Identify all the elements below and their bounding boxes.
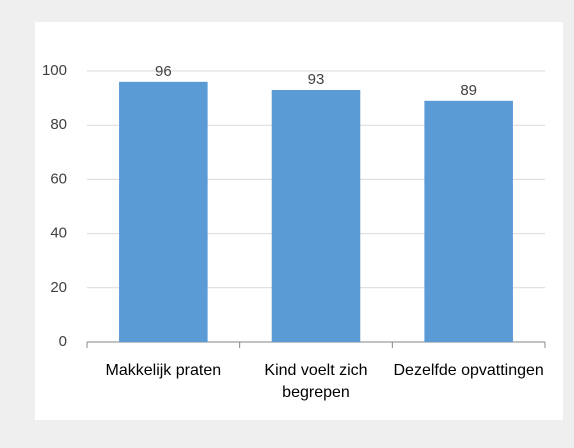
bar (424, 100, 513, 342)
x-tick-label: Kind voelt zich begrepen (264, 362, 368, 401)
y-tick-label: 0 (59, 333, 67, 350)
y-tick-label: 40 (50, 225, 67, 242)
bar (271, 89, 361, 342)
y-tick-label: 20 (50, 279, 67, 296)
bar (119, 81, 208, 342)
x-tick-label: Dezelfde opvattingen (393, 362, 544, 379)
data-label: 89 (460, 82, 477, 99)
data-label: 96 (155, 63, 172, 80)
y-tick-label: 100 (42, 62, 67, 79)
y-tick-label: 60 (50, 170, 67, 187)
x-tick-label: Makkelijk praten (105, 362, 222, 379)
data-label: 93 (308, 71, 325, 88)
y-tick-label: 80 (50, 116, 67, 133)
